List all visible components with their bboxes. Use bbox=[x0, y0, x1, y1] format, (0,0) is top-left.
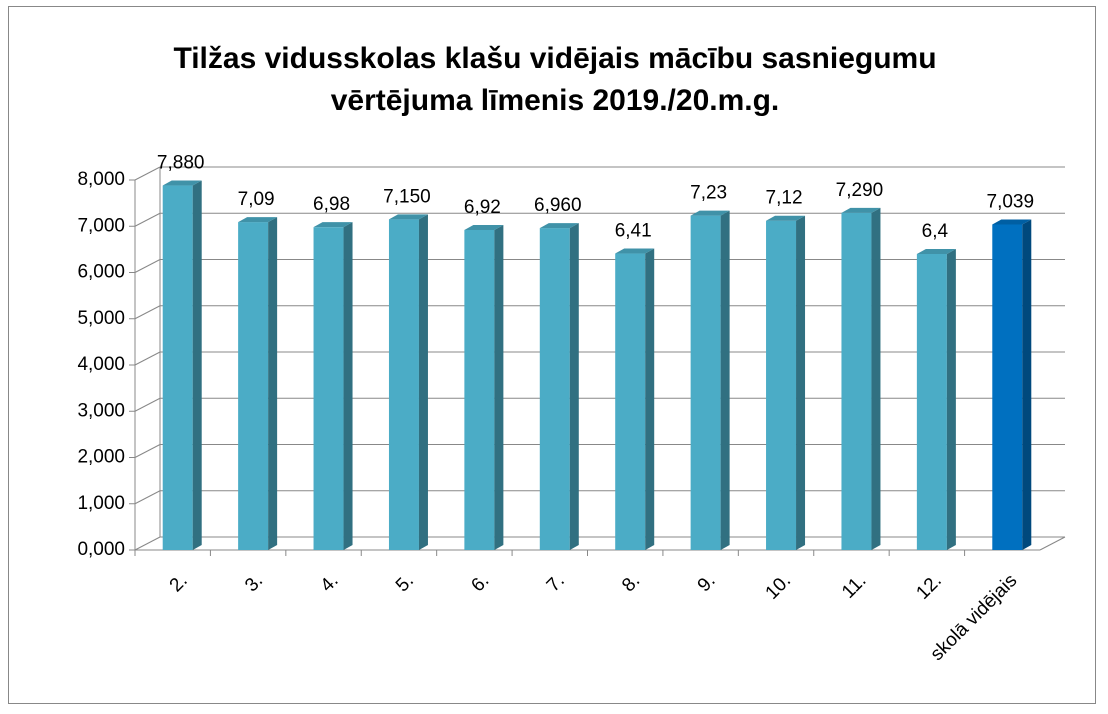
grid-diagonal bbox=[134, 490, 161, 505]
bar bbox=[615, 253, 646, 550]
grid-diagonal bbox=[134, 444, 161, 458]
bar-top bbox=[766, 215, 806, 221]
y-tick-label: 5,000 bbox=[77, 308, 125, 329]
x-tick-label: 5. bbox=[392, 570, 418, 596]
bar-side bbox=[796, 215, 806, 550]
bar-side bbox=[946, 249, 956, 550]
bar-side bbox=[418, 214, 428, 550]
x-tick-label: 12. bbox=[912, 570, 946, 604]
value-label: 7,23 bbox=[690, 183, 727, 204]
bar-top bbox=[916, 249, 956, 254]
bar-top bbox=[539, 223, 579, 229]
bar-side bbox=[1022, 219, 1032, 551]
bar-side bbox=[343, 222, 353, 551]
x-tick-label: 6. bbox=[467, 570, 493, 596]
grid-diagonal bbox=[134, 536, 161, 551]
value-label: 7,290 bbox=[836, 180, 884, 201]
bar-top bbox=[841, 207, 881, 213]
x-tick-label: 8. bbox=[618, 570, 644, 596]
bar bbox=[238, 222, 269, 550]
bar-side bbox=[494, 224, 504, 550]
y-tick-label: 3,000 bbox=[77, 400, 125, 421]
x-tick-label: 3. bbox=[241, 570, 267, 596]
y-tick-label: 0,000 bbox=[77, 539, 125, 560]
bar-top bbox=[313, 222, 353, 228]
bar bbox=[766, 220, 797, 550]
value-label: 7,880 bbox=[157, 153, 205, 174]
y-tick-label: 7,000 bbox=[77, 215, 125, 236]
bar bbox=[539, 228, 570, 550]
x-tick-label: 7. bbox=[543, 570, 569, 596]
grid-diagonal bbox=[134, 397, 161, 412]
chart-frame bbox=[8, 6, 1096, 704]
value-label: 6,92 bbox=[464, 197, 501, 218]
bar-top bbox=[992, 219, 1032, 225]
bar bbox=[162, 185, 193, 551]
bar bbox=[841, 212, 872, 550]
grid-diagonal bbox=[134, 259, 161, 273]
grid-diagonal bbox=[134, 351, 161, 366]
value-label: 7,09 bbox=[238, 189, 275, 210]
grid-diagonal bbox=[134, 166, 161, 181]
value-label: 7,12 bbox=[766, 188, 803, 209]
bar bbox=[388, 219, 419, 550]
bar-top bbox=[388, 214, 428, 220]
y-tick-label: 4,000 bbox=[77, 354, 125, 375]
bar-side bbox=[569, 223, 579, 550]
value-label: 6,960 bbox=[534, 195, 582, 216]
bar-top bbox=[162, 180, 202, 186]
y-tick-label: 6,000 bbox=[77, 262, 125, 283]
value-label: 6,4 bbox=[922, 221, 949, 242]
value-label: 7,039 bbox=[987, 191, 1035, 212]
x-tick-label: 4. bbox=[317, 570, 343, 596]
y-tick-label: 1,000 bbox=[77, 493, 125, 514]
grid-diagonal bbox=[134, 305, 161, 320]
x-tick-label: 10. bbox=[762, 570, 796, 604]
x-tick-label: 9. bbox=[694, 570, 720, 596]
bar-side bbox=[192, 180, 202, 551]
value-label: 6,41 bbox=[615, 221, 652, 242]
bar-top bbox=[238, 217, 278, 223]
bar-side bbox=[871, 207, 881, 550]
bar-side bbox=[720, 210, 730, 551]
bar bbox=[313, 227, 344, 551]
x-tick-label: 11. bbox=[838, 570, 871, 603]
chart-title: Tilžas vidusskolas klašu vidējais mācību… bbox=[173, 42, 937, 117]
bar bbox=[992, 224, 1023, 551]
floor-right bbox=[1039, 536, 1066, 551]
bar bbox=[916, 254, 947, 550]
value-label: 6,98 bbox=[313, 194, 350, 215]
bar bbox=[690, 215, 721, 551]
y-tick-label: 2,000 bbox=[77, 447, 125, 468]
x-tick-label: 2. bbox=[166, 570, 192, 596]
bar-top bbox=[464, 224, 504, 230]
grid-diagonal bbox=[134, 212, 161, 227]
bar-top bbox=[690, 210, 730, 216]
y-tick-label: 8,000 bbox=[77, 169, 125, 190]
value-label: 7,150 bbox=[383, 186, 431, 207]
bar-top bbox=[615, 248, 655, 254]
bar bbox=[464, 229, 495, 550]
bar-side bbox=[268, 217, 278, 550]
bar-side bbox=[645, 248, 655, 550]
